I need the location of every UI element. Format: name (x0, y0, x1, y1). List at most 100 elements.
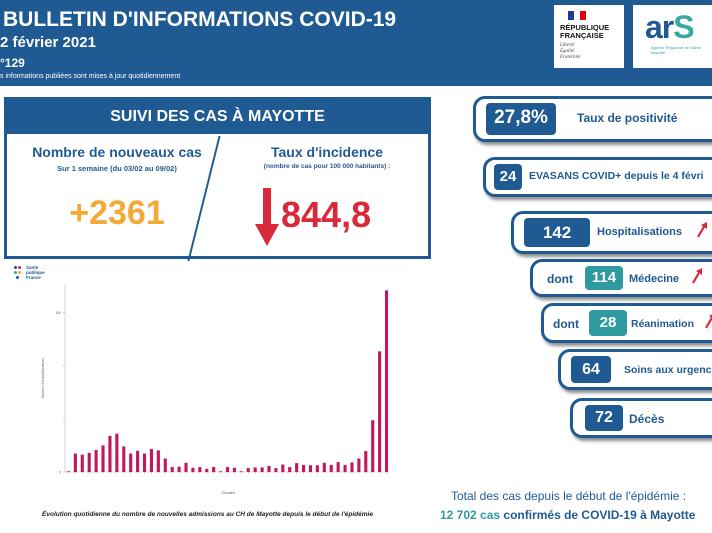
hospitalisations-label: Hospitalisations (597, 226, 682, 238)
republique-motto: Liberté Égalité Fraternité (560, 43, 581, 60)
chart-bar (122, 446, 126, 472)
chart-caption: Évolution quotidienne du nombre de nouve… (42, 511, 373, 518)
republique-name: RÉPUBLIQUE FRANÇAISE (560, 23, 610, 40)
medecine-value: 114 (585, 266, 623, 290)
chart-bar (205, 468, 209, 472)
y-tick-label: 0 (59, 471, 61, 475)
indicator-evasans: 24 EVASANS COVID+ depuis le 4 févri (483, 157, 712, 197)
incidence-value: 844,8 (281, 194, 372, 235)
reanimation-label: Réanimation (631, 318, 695, 330)
chart-bar (73, 453, 77, 472)
incidence-subtitle: (nombre de cas pour 100 000 habitants) : (263, 163, 391, 170)
total-cases-label: Total des cas depuis le début de l'épidé… (451, 489, 687, 503)
reanimation-prefix: dont (553, 317, 579, 331)
admissions-chart: Santé publique France 0 150 Nombre d'hospi… (10, 262, 405, 520)
chart-bar (267, 465, 271, 472)
bulletin-date: 2 février 2021 (0, 34, 96, 51)
chart-bar (239, 471, 243, 472)
total-cases-rest: confirmés de COVID-19 à Mayotte (503, 508, 696, 522)
spf-text: Santé publique France (26, 265, 45, 280)
indicator-deces: 72 Décès (570, 398, 712, 438)
chart-bar (274, 468, 278, 472)
down-arrow-icon (255, 188, 279, 246)
soins-value: 64 (571, 356, 611, 383)
ars-logo: arS Agence Régionale de Santé Mayotte (633, 5, 712, 68)
chart-bar (302, 464, 306, 472)
chart-bar (149, 448, 153, 472)
indicator-medecine: dont 114 Médecine (530, 259, 712, 297)
chart-bar (191, 467, 195, 472)
chart-bar (142, 453, 147, 472)
hospitalisations-value: 142 (524, 218, 590, 247)
chart-bar (66, 471, 71, 472)
chart-bar (108, 435, 112, 472)
chart-bar (329, 464, 333, 472)
chart-bar (357, 458, 361, 472)
y-axis-label: Nombre d'hospitalisations (41, 358, 45, 398)
chart-bar (322, 462, 326, 472)
y-tick-label: 150 (55, 311, 61, 315)
chart-bar (219, 471, 223, 472)
chart-bar (295, 463, 299, 472)
new-cases-subtitle: Sur 1 semaine (du 03/02 au 09/02) (57, 164, 177, 173)
indicator-reanimation: dont 28 Réanimation (541, 303, 712, 343)
chart-bar (94, 450, 98, 472)
chart-bar (101, 445, 105, 472)
medecine-label: Médecine (629, 273, 680, 285)
chart-bar (260, 467, 264, 472)
medecine-prefix: dont (547, 272, 573, 286)
total-cases-summary: 12 702 cas confirmés de COVID-19 à Mayot… (440, 508, 695, 522)
bulletin-title: BULLETIN D'INFORMATIONS COVID-19 (3, 8, 397, 31)
chart-bar (212, 467, 216, 472)
positivite-label: Taux de positivité (577, 111, 678, 125)
chart-bar (315, 465, 319, 472)
x-axis-label: Semaine (222, 491, 236, 495)
evasans-value: 24 (494, 164, 522, 190)
spf-dots-icon (14, 266, 24, 282)
chart-bar (156, 450, 160, 472)
chart-bar (384, 290, 389, 472)
chart-bar (343, 464, 347, 472)
deces-label: Décès (629, 412, 665, 426)
evasans-label: EVASANS COVID+ depuis le 4 févri (529, 170, 704, 182)
chart-bar (232, 467, 236, 472)
chart-bar (364, 451, 368, 472)
chart-bar (253, 467, 257, 472)
chart-bar (163, 458, 167, 472)
chart-bar (336, 462, 340, 472)
bulletin-update-note: s informations publiées sont mises à jou… (0, 73, 181, 80)
sante-publique-france-logo: Santé publique France (14, 264, 54, 288)
indicator-soins-urgences: 64 Soins aux urgenc (558, 349, 712, 390)
up-arrow-icon (692, 268, 702, 284)
suivi-heading: SUIVI DES CAS À MAYOTTE (7, 100, 428, 134)
new-cases-value: +2361 (69, 194, 165, 232)
bulletin-number: °129 (0, 56, 25, 70)
chart-bar (198, 467, 202, 472)
indicator-hospitalisations: 142 Hospitalisations (511, 211, 712, 254)
total-cases-count: 12 702 cas (440, 508, 501, 522)
chart-bar (177, 466, 181, 472)
indicator-positivite: 27,8% Taux de positivité (473, 96, 712, 142)
reanimation-value: 28 (589, 310, 627, 336)
chart-bar (371, 420, 375, 472)
ars-wordmark: arS (645, 9, 695, 45)
soins-label: Soins aux urgenc (624, 364, 712, 376)
chart-bar (350, 462, 354, 472)
chart-bar (170, 467, 174, 472)
positivite-value: 27,8% (486, 103, 556, 135)
chart-bar (281, 464, 285, 472)
ars-subtitle: Agence Régionale de Santé Mayotte (651, 45, 701, 55)
chart-bar (184, 462, 188, 472)
chart-bar (129, 453, 133, 472)
chart-bar (378, 351, 382, 472)
header-banner: BULLETIN D'INFORMATIONS COVID-19 2 févri… (0, 0, 712, 86)
deces-value: 72 (585, 405, 623, 431)
french-flag-icon (568, 11, 586, 20)
chart-bar (288, 467, 292, 472)
incidence-title: Taux d'incidence (271, 144, 383, 160)
up-arrow-icon (697, 222, 707, 238)
chart-bar (225, 467, 230, 472)
chart-bar (136, 450, 140, 472)
republique-francaise-logo: RÉPUBLIQUE FRANÇAISE Liberté Égalité Fra… (554, 5, 624, 68)
suivi-cas-panel: SUIVI DES CAS À MAYOTTE Nombre de nouvea… (4, 97, 431, 261)
